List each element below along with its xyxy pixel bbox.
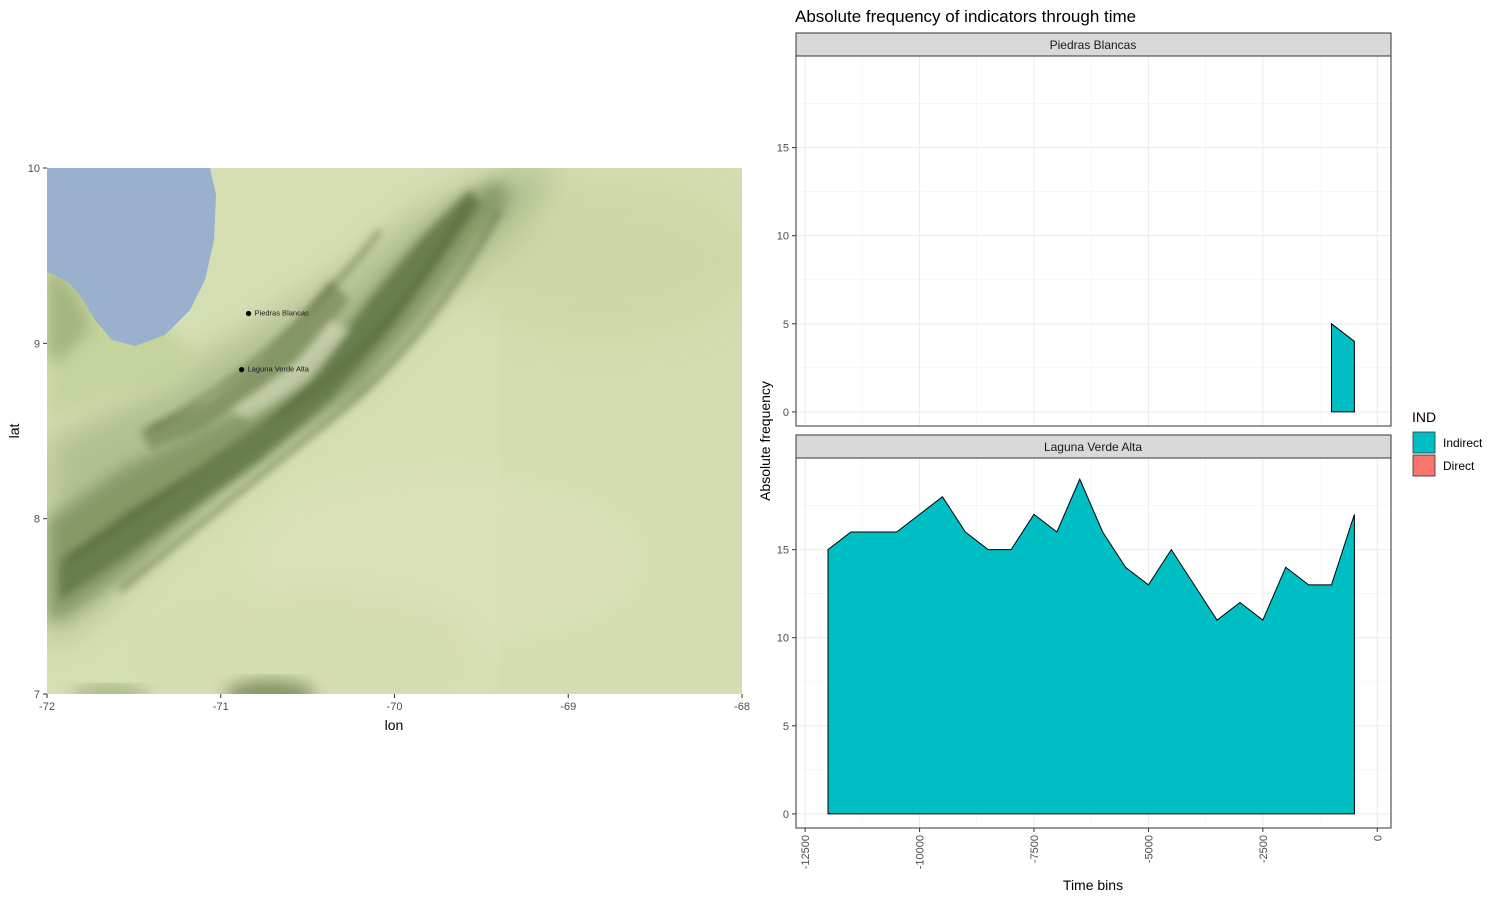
legend-key-indirect (1412, 431, 1436, 454)
legend-key-direct (1412, 454, 1436, 477)
map-x-tick-label: -71 (213, 701, 229, 713)
y-tick-label: 10 (777, 633, 789, 645)
map-y-tick-label: 10 (28, 163, 40, 175)
y-tick-label: 0 (783, 809, 789, 821)
map-y-axis: 7 8 9 10 lat (6, 163, 47, 701)
site-label: Laguna Verde Alta (248, 365, 310, 374)
x-tick-label: -12500 (800, 835, 812, 869)
map-y-tick-label: 8 (34, 514, 40, 526)
map-x-tick-label: -72 (39, 701, 55, 713)
lake-water (47, 168, 216, 346)
map-y-axis-label: lat (6, 424, 22, 439)
site-label: Piedras Blancas (255, 309, 309, 318)
site-point (239, 367, 245, 373)
chart-y-axis-label: Absolute frequency (757, 381, 773, 501)
map-y-tick-label: 9 (34, 338, 40, 350)
map-terrain (47, 168, 742, 694)
chart-x-axis-label: Time bins (1063, 877, 1123, 893)
area-indirect (1331, 322, 1355, 413)
area-indirect (827, 477, 1355, 815)
site-point (245, 310, 252, 317)
legend-title: IND (1412, 409, 1436, 425)
map-sites: Piedras Blancas Laguna Verde Alta (239, 309, 310, 374)
x-tick-label: 0 (1372, 835, 1384, 841)
legend-label-direct: Direct (1443, 459, 1475, 473)
map-x-tick-label: -70 (387, 701, 403, 713)
panel-bottom-strip-label: Laguna Verde Alta (1044, 440, 1142, 454)
map-x-tick-label: -68 (734, 701, 750, 713)
y-tick-label: 5 (783, 319, 789, 331)
y-tick-label: 15 (777, 143, 789, 155)
map-x-axis-label: lon (385, 717, 404, 733)
map-x-tick-label: -69 (560, 701, 576, 713)
panel-top-border (795, 55, 1392, 427)
x-tick-label: -10000 (915, 835, 927, 869)
chart-x-axis: -12500 -10000 -7500 -5000 -2500 0 (800, 828, 1384, 869)
map-x-axis: -72 -71 -70 -69 -68 lon (39, 694, 750, 733)
panel-top: Piedras Blancas 0 5 10 15 (777, 32, 1392, 427)
panel-bottom-border (795, 457, 1392, 829)
panel-top-strip-label: Piedras Blancas (1050, 38, 1137, 52)
map-y-tick-label: 7 (34, 689, 40, 701)
legend-label-indirect: Indirect (1443, 436, 1483, 450)
y-tick-label: 15 (777, 545, 789, 557)
chart-title: Absolute frequency of indicators through… (795, 7, 1136, 26)
frequency-chart: Absolute frequency of indicators through… (757, 7, 1483, 893)
panel-bottom: Laguna Verde Alta 0 5 10 15 (777, 434, 1392, 829)
y-tick-label: 5 (783, 721, 789, 733)
map-panel: -72 -71 -70 -69 -68 lon 7 8 9 10 lat Piedras Bl… (6, 163, 750, 733)
x-tick-label: -2500 (1258, 835, 1270, 863)
legend: IND Indirect Direct (1412, 409, 1483, 477)
x-tick-label: -7500 (1029, 835, 1041, 863)
y-tick-label: 0 (783, 407, 789, 419)
x-tick-label: -5000 (1143, 835, 1155, 863)
y-tick-label: 10 (777, 231, 789, 243)
